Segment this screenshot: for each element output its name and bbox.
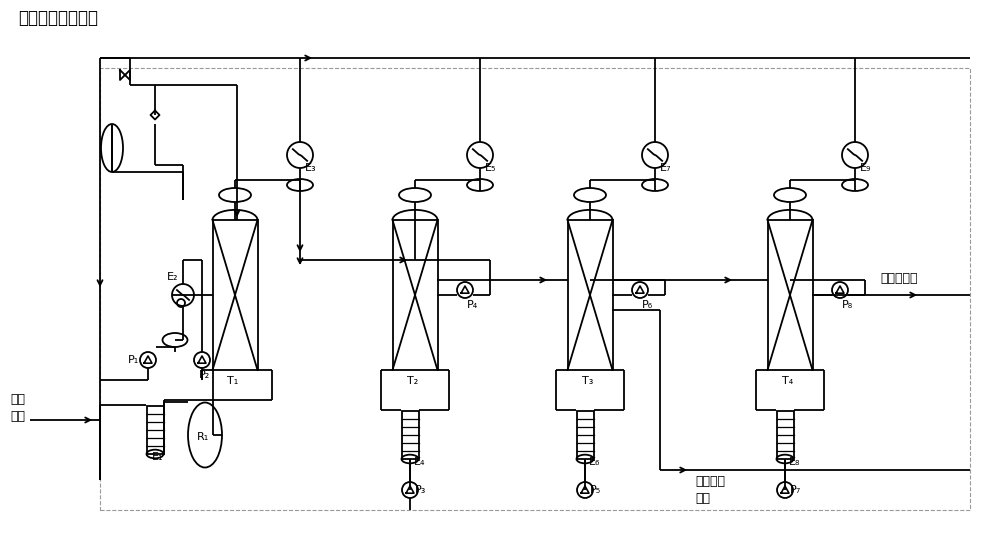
Bar	[776, 411, 794, 459]
Text: 醇酸甲酯
成品: 醇酸甲酯 成品	[695, 475, 725, 505]
Text: 醇酸
甲醇: 醇酸 甲醇	[10, 393, 25, 423]
Bar	[768, 220, 812, 370]
Text: E₂: E₂	[167, 272, 178, 282]
Text: T₂: T₂	[407, 376, 418, 386]
Bar	[146, 406, 164, 454]
Text: P₆: P₆	[642, 300, 653, 310]
Text: E₆: E₆	[589, 457, 600, 467]
Text: P₇: P₇	[790, 485, 801, 495]
Bar	[212, 220, 258, 370]
Text: P₄: P₄	[467, 300, 478, 310]
Text: E₃: E₃	[305, 163, 317, 173]
Bar	[576, 411, 594, 459]
Text: 去废水处理: 去废水处理	[880, 272, 918, 285]
Text: P₅: P₅	[590, 485, 601, 495]
Text: E₇: E₇	[660, 163, 672, 173]
Text: P₁: P₁	[128, 355, 139, 365]
Text: E₁: E₁	[152, 452, 164, 462]
Bar	[568, 220, 612, 370]
Text: R₁: R₁	[197, 432, 209, 442]
Bar	[100, 68, 970, 510]
Bar	[392, 220, 438, 370]
Text: E₉: E₉	[860, 163, 872, 173]
Text: E₄: E₄	[414, 457, 426, 467]
Text: T₁: T₁	[227, 376, 238, 386]
Text: E₈: E₈	[789, 457, 800, 467]
Text: 醇酸酯类自高位槽: 醇酸酯类自高位槽	[18, 9, 98, 27]
Bar	[402, 411, 418, 459]
Text: P₃: P₃	[415, 485, 426, 495]
Text: T₄: T₄	[782, 376, 793, 386]
Text: P₈: P₈	[842, 300, 853, 310]
Text: E₅: E₅	[485, 163, 496, 173]
Text: P₂: P₂	[199, 370, 210, 380]
Text: T₃: T₃	[582, 376, 593, 386]
